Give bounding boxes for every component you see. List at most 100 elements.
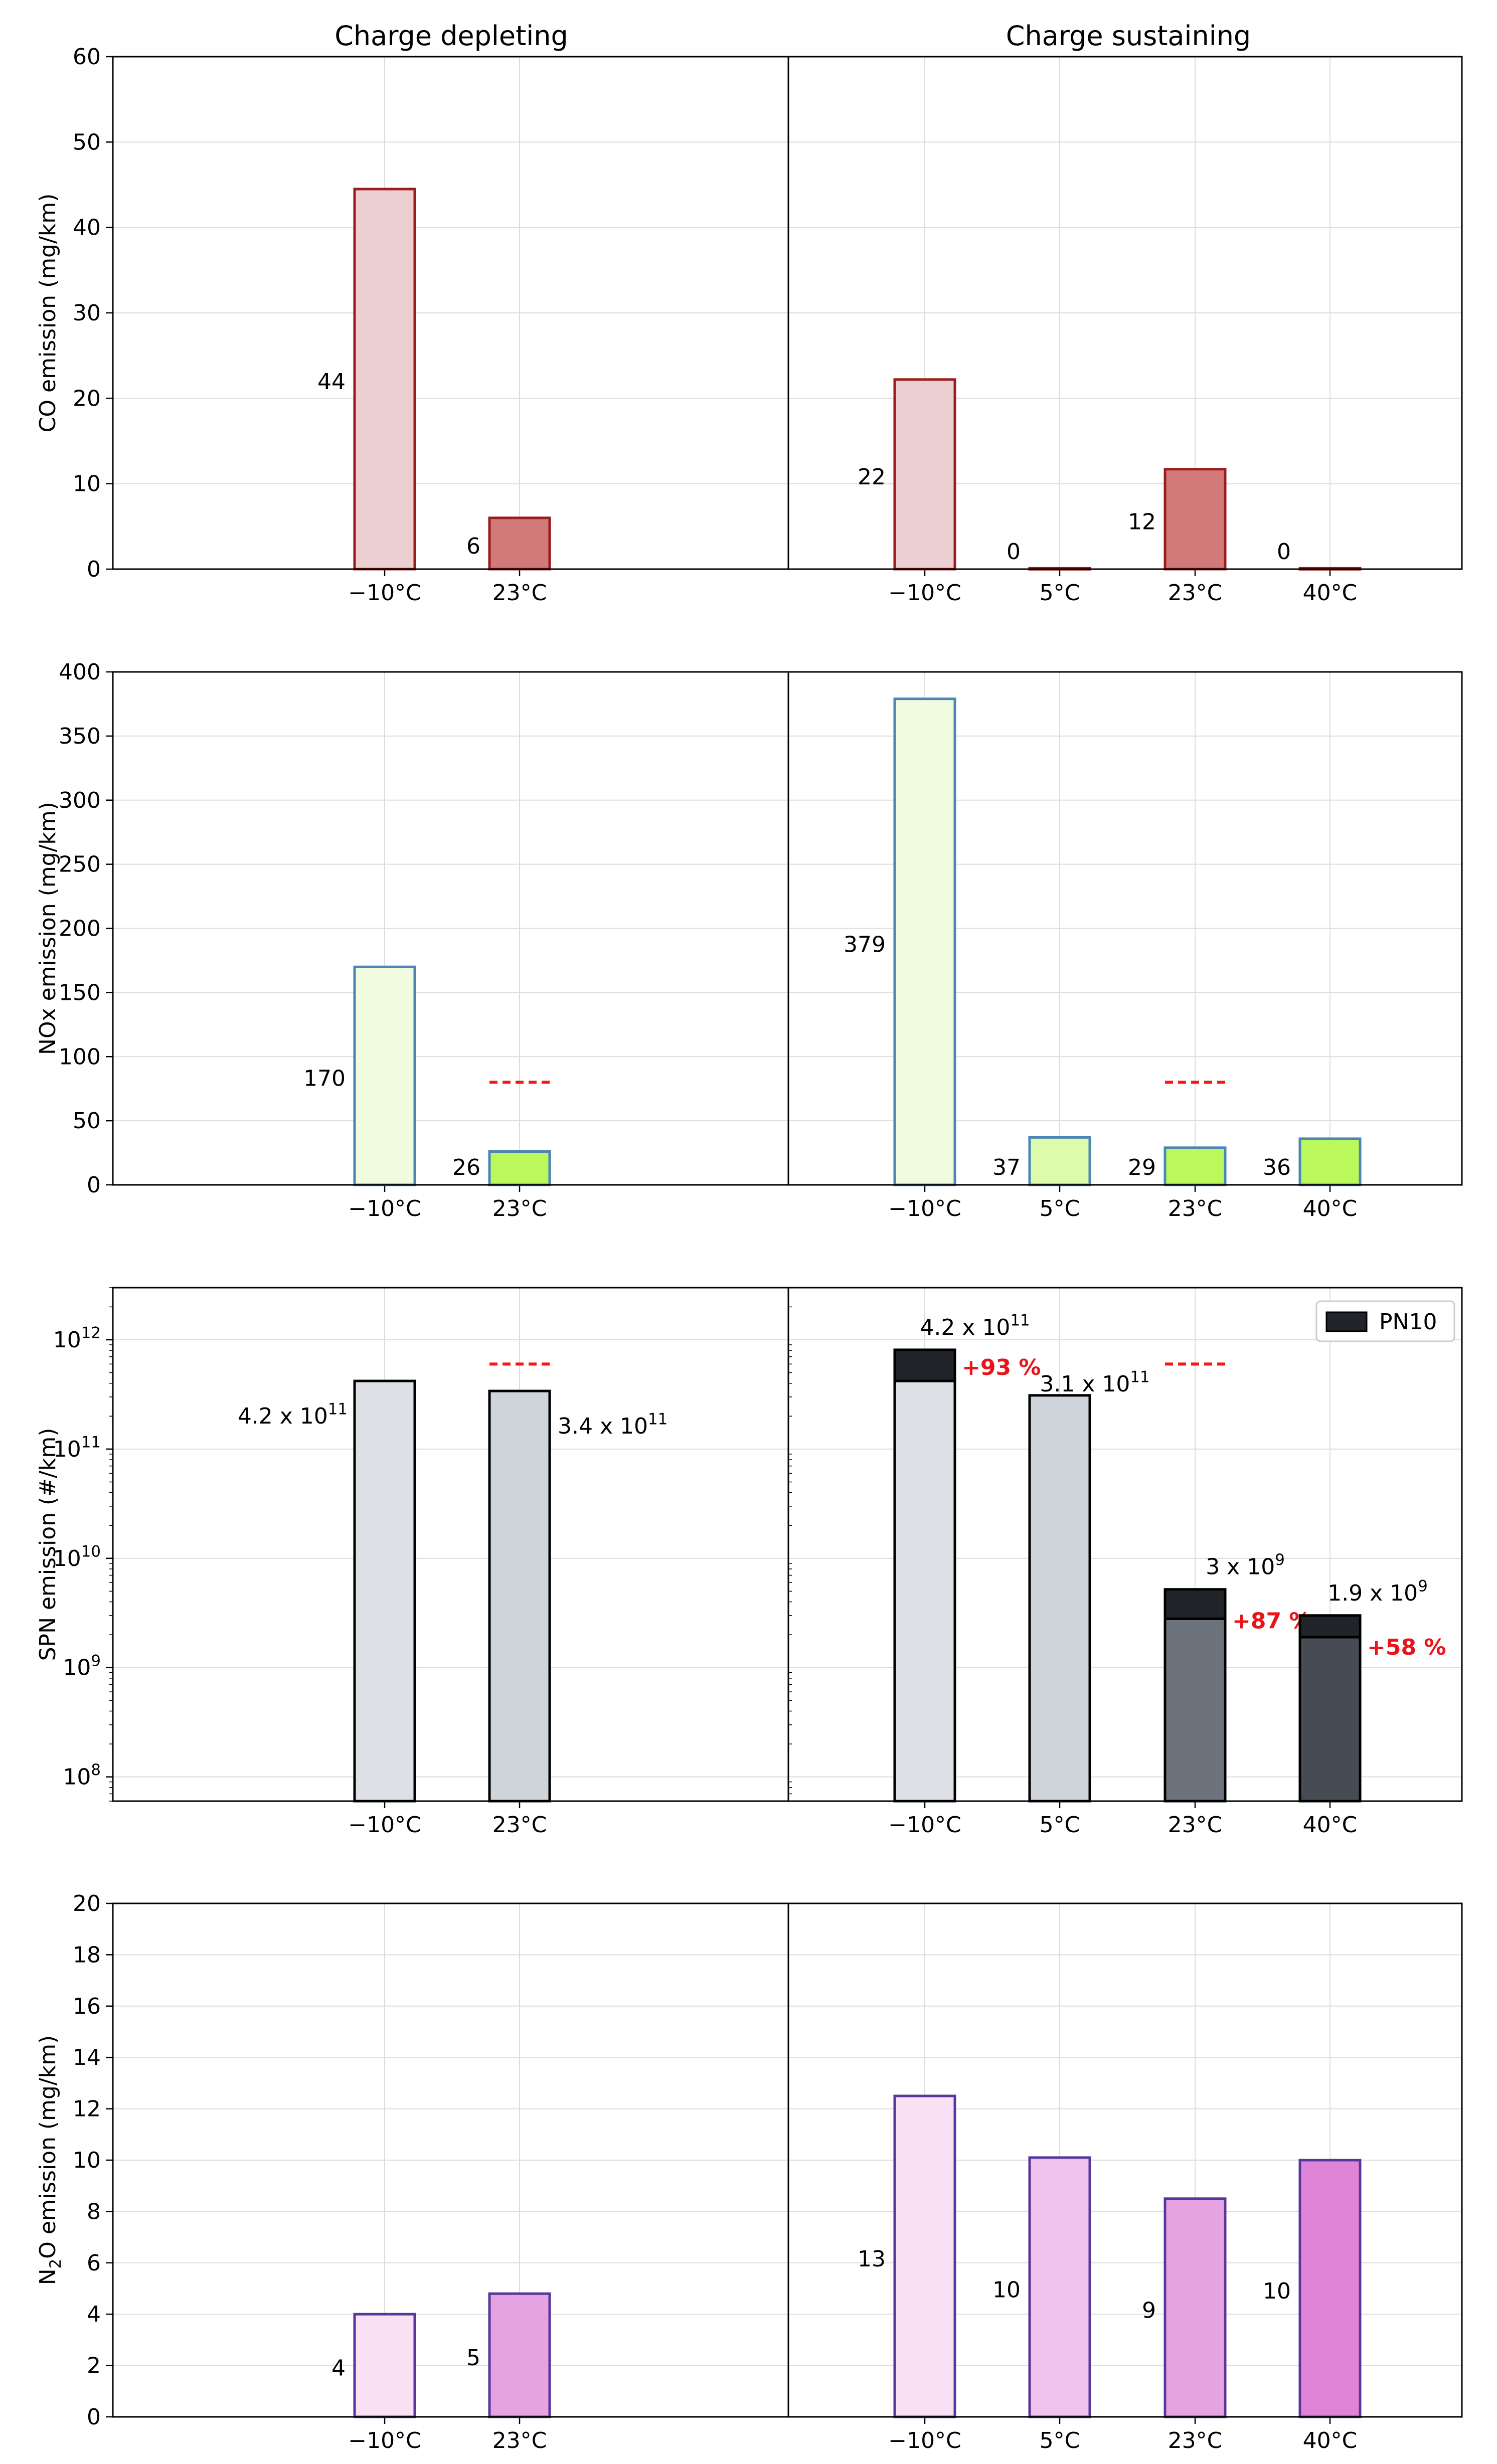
bar <box>353 188 416 571</box>
data-label: 12 <box>1128 509 1156 535</box>
y-tick-label: 2 <box>87 2353 101 2379</box>
x-tick-label: 23°C <box>492 1196 547 1221</box>
y-axis-label: NOx emission (mg/km) <box>35 802 61 1055</box>
bar <box>1163 468 1227 571</box>
panel-charge-depleting: −10°C 23°C 44 6 <box>317 57 551 606</box>
bar-pn10 <box>1298 1614 1362 1639</box>
y-tick-label: 100 <box>59 1044 101 1070</box>
data-label: 3.4 x 1011 <box>558 1411 668 1439</box>
chart-row-3: 108 109 1010 1011 1012 SPN emission (#/km) −10… <box>35 1287 1463 1838</box>
y-tick-label: 60 <box>73 44 101 70</box>
data-label: 0 <box>1277 539 1291 565</box>
bar <box>1028 1136 1091 1186</box>
bar <box>1028 2156 1091 2418</box>
x-tick-label: 5°C <box>1040 1812 1080 1838</box>
y-tick-label: 30 <box>73 300 101 326</box>
y-tick-label: 1010 <box>53 1542 101 1571</box>
legend: PN10 <box>1315 1300 1455 1342</box>
y-tick-label: 0 <box>87 1172 101 1198</box>
data-label: 44 <box>317 369 346 395</box>
y-tick-label: 50 <box>73 1108 101 1134</box>
data-label: 22 <box>858 464 886 490</box>
y-tick-label: 200 <box>59 916 101 942</box>
data-label: 4.2 x 1011 <box>238 1400 348 1429</box>
x-tick-label: −10°C <box>888 1196 961 1221</box>
axes-frame <box>112 1902 1463 2418</box>
bar <box>893 697 956 1186</box>
y-tick-label: 1012 <box>53 1324 101 1352</box>
data-label: 10 <box>992 2277 1021 2303</box>
panel-charge-sustaining: −10°C 5°C 23°C 40°C 22 0 12 0 <box>858 57 1362 606</box>
data-label: 37 <box>992 1155 1021 1180</box>
y-tick-label: 109 <box>63 1652 101 1680</box>
axes-frame <box>112 671 1463 1186</box>
bar <box>1298 1137 1362 1186</box>
data-label: 4.2 x 1011 <box>920 1311 1030 1340</box>
x-tick-label: 23°C <box>492 2428 547 2453</box>
bar <box>1163 1617 1227 1803</box>
data-label: 5 <box>466 2345 480 2371</box>
y-tick-label: 10 <box>73 471 101 497</box>
x-tick-label: 23°C <box>1168 1812 1223 1838</box>
bar <box>1163 1146 1227 1186</box>
bar <box>893 2094 956 2418</box>
y-tick-label: 6 <box>87 2250 101 2276</box>
data-label: 9 <box>1142 2298 1156 2323</box>
y-tick-label: 0 <box>87 2404 101 2430</box>
y-tick-label: 1011 <box>53 1433 101 1462</box>
bar <box>488 2292 551 2418</box>
y-tick-label: 18 <box>73 1942 101 1968</box>
bar <box>1298 1636 1362 1803</box>
panel-charge-depleting: −10°C 23°C 4.2 x 1011 3.4 x 1011 <box>238 1288 668 1838</box>
x-tick-label: 5°C <box>1040 580 1080 606</box>
data-label: 4 <box>331 2356 346 2381</box>
x-tick-label: 23°C <box>1168 1196 1223 1221</box>
y-tick-label: 350 <box>59 724 101 749</box>
x-tick-label: 5°C <box>1040 1196 1080 1221</box>
panel-charge-sustaining: −10°C 5°C 23°C 40°C 379 37 29 36 <box>844 672 1362 1221</box>
y-tick-label: 40 <box>73 215 101 241</box>
pct-label: +58 % <box>1367 1635 1446 1660</box>
bar <box>893 378 956 571</box>
pct-label: +87 % <box>1232 1609 1311 1634</box>
bar <box>1298 2159 1362 2418</box>
x-tick-label: −10°C <box>348 580 421 606</box>
x-tick-label: 40°C <box>1303 1196 1358 1221</box>
bar <box>893 1379 956 1803</box>
y-tick-label: 0 <box>87 557 101 582</box>
legend-swatch <box>1325 1311 1368 1332</box>
x-tick-label: 40°C <box>1303 2428 1358 2453</box>
bar <box>353 2313 416 2418</box>
y-tick-label: 50 <box>73 129 101 155</box>
x-tick-label: 23°C <box>1168 580 1223 606</box>
bar <box>488 1389 551 1803</box>
x-tick-label: 40°C <box>1303 580 1358 606</box>
chart-row-4: 0 2 4 6 8 10 12 14 16 18 20 N2O emission (mg/km) −10… <box>35 1891 1463 2453</box>
x-tick-label: −10°C <box>888 2428 961 2453</box>
legend-label: PN10 <box>1379 1309 1437 1335</box>
bar <box>1028 1394 1091 1803</box>
axes-frame <box>112 1287 1463 1802</box>
panel-charge-sustaining: −10°C 5°C 23°C 40°C 4.2 x 1011 +93 %3.1 x 101… <box>888 1288 1446 1838</box>
y-axis-label: CO emission (mg/km) <box>35 194 61 433</box>
y-tick-label: 150 <box>59 980 101 1005</box>
x-tick-label: 23°C <box>492 1812 547 1838</box>
x-tick-label: −10°C <box>348 1812 421 1838</box>
bar <box>353 1379 416 1803</box>
chart-row-2: 0 50 100 150 200 250 300 350 400 NOx emission (mg… <box>35 659 1463 1221</box>
data-label: 1.9 x 109 <box>1327 1577 1428 1606</box>
column-title-charge-depleting: Charge depleting <box>335 20 568 52</box>
x-tick-label: 40°C <box>1303 1812 1358 1838</box>
data-label: 170 <box>303 1066 346 1092</box>
axes-frame <box>112 56 1463 570</box>
x-tick-label: 23°C <box>492 580 547 606</box>
bar-pn10 <box>893 1348 956 1382</box>
y-tick-label: 108 <box>63 1761 101 1790</box>
panel-charge-depleting: −10°C 23°C 4 5 <box>331 1903 551 2453</box>
x-tick-label: 5°C <box>1040 2428 1080 2453</box>
y-axis-label: SPN emission (#/km) <box>35 1428 61 1661</box>
bar <box>488 516 551 571</box>
y-axis-label: N2O emission (mg/km) <box>35 2035 65 2285</box>
